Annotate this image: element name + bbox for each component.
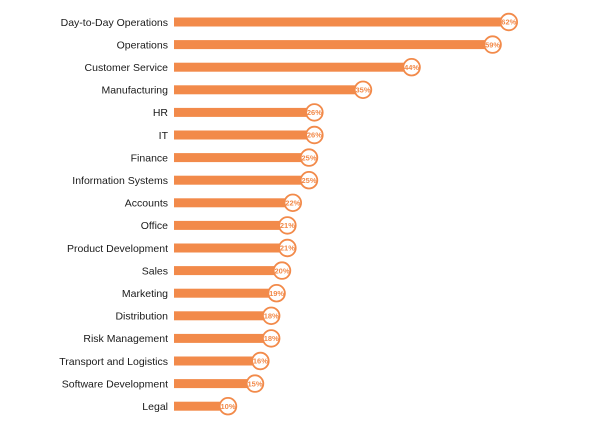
data-label: 21% <box>280 221 295 230</box>
value-marker-circle <box>299 170 319 190</box>
value-marker-circle <box>278 238 297 258</box>
data-label: 22% <box>285 199 300 208</box>
category-label: Operations <box>117 39 168 51</box>
data-label: 10% <box>220 402 235 411</box>
data-label: 62% <box>501 18 516 27</box>
value-marker-circle <box>283 193 303 213</box>
data-label: 21% <box>280 244 295 253</box>
value-marker-circle <box>251 351 270 371</box>
value-marker-circle <box>483 35 502 54</box>
data-label: 15% <box>247 379 262 388</box>
value-marker-circle <box>402 57 421 77</box>
category-label: Distribution <box>115 311 168 323</box>
bar <box>174 175 309 185</box>
data-label: 18% <box>264 334 279 343</box>
data-label: 44% <box>404 63 419 72</box>
bar <box>174 401 228 411</box>
bar <box>174 130 315 140</box>
category-label: Finance <box>131 152 169 164</box>
value-marker-circle <box>305 125 324 145</box>
data-label: 25% <box>301 153 316 162</box>
category-label: Sales <box>142 265 168 277</box>
bar <box>174 107 315 117</box>
bars <box>174 17 509 411</box>
value-marker-circle <box>245 374 265 393</box>
value-marker-circle <box>305 103 324 122</box>
value-marker-circle <box>267 284 286 303</box>
bar <box>174 153 309 163</box>
bar <box>174 266 282 276</box>
bar <box>174 243 288 253</box>
data-label: 20% <box>274 266 289 275</box>
category-label: Day-to-Day Operations <box>61 17 168 29</box>
category-label: IT <box>159 130 169 142</box>
category-label: Customer Service <box>85 62 169 74</box>
bar <box>174 17 509 27</box>
category-label: Information Systems <box>72 175 168 187</box>
category-label: Accounts <box>125 198 168 210</box>
data-label: 26% <box>307 131 322 140</box>
category-label: Marketing <box>122 288 168 300</box>
data-label: 26% <box>307 108 322 117</box>
data-label: 59% <box>485 40 500 49</box>
bar <box>174 40 493 50</box>
category-label: HR <box>153 107 169 119</box>
bar <box>174 333 272 343</box>
value-marker-circle <box>278 216 297 235</box>
value-marker-circle <box>272 261 292 280</box>
category-label: Manufacturing <box>101 85 168 97</box>
value-marker-circle <box>218 397 238 416</box>
category-label: Office <box>141 220 168 232</box>
category-label: Legal <box>142 401 168 413</box>
bar <box>174 220 288 230</box>
value-marker-circle <box>262 306 281 326</box>
value-marker-circle <box>299 148 319 167</box>
value-markers: 62% 59% 44% 35% 26% 26% 25% 25% 22% 21% 21% 20% 19% 1… <box>218 12 519 416</box>
value-marker-circle <box>353 80 373 100</box>
bar <box>174 198 293 208</box>
category-label: Risk Management <box>83 333 168 345</box>
bar <box>174 356 261 366</box>
bar <box>174 311 272 321</box>
category-label: Transport and Logistics <box>59 356 168 368</box>
bar <box>174 379 255 389</box>
value-marker-circle <box>499 12 519 32</box>
category-labels: Day-to-Day Operations Operations Customer … <box>59 17 168 413</box>
bar <box>174 288 277 298</box>
category-label: Software Development <box>62 378 168 390</box>
data-label: 16% <box>253 357 268 366</box>
category-label: Product Development <box>67 243 168 255</box>
bar <box>174 62 412 72</box>
data-label: 35% <box>355 86 370 95</box>
bar <box>174 85 363 95</box>
value-marker-circle <box>262 329 281 348</box>
data-label: 25% <box>301 176 316 185</box>
data-label: 19% <box>269 289 284 298</box>
data-label: 18% <box>264 312 279 321</box>
